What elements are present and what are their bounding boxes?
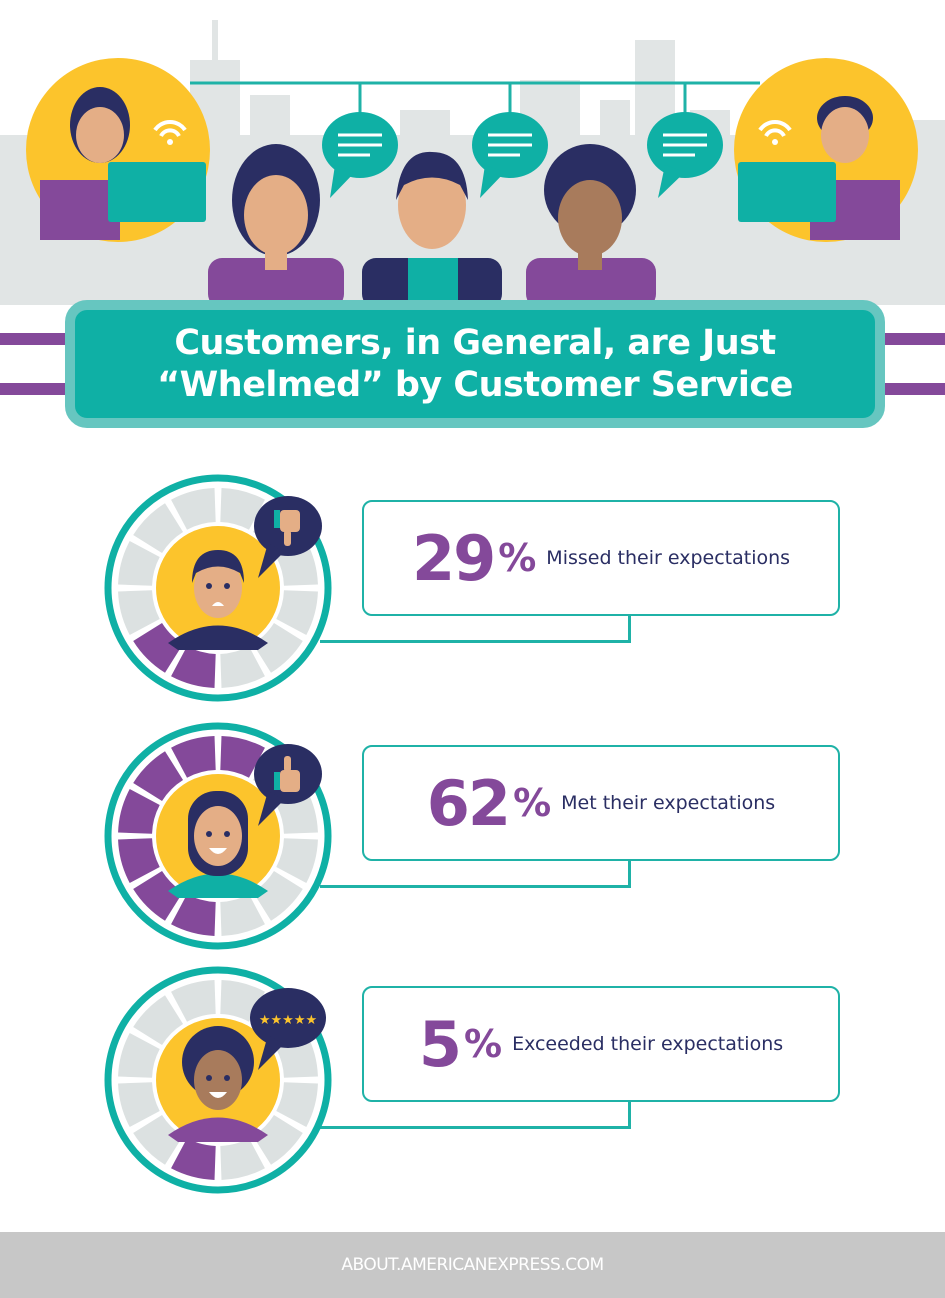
ring-segment-empty <box>220 646 265 688</box>
connector-lines <box>190 81 760 115</box>
progress-ring <box>104 474 332 702</box>
ring-segment-filled <box>133 622 184 673</box>
agent-left <box>26 58 210 242</box>
avatar-mouth <box>209 1092 227 1098</box>
connector-line <box>320 859 631 888</box>
ring-segment-empty <box>220 894 265 936</box>
stat-card: 5% Exceeded their expectations <box>362 986 840 1102</box>
ring-segment-empty <box>276 590 318 635</box>
page-title-line-1: Customers, in General, are Just <box>174 323 776 363</box>
ring-segment-empty <box>252 870 303 921</box>
connector-line <box>320 1100 631 1129</box>
ring-segment-filled <box>133 751 184 802</box>
progress-ring: ★★★★★ <box>104 966 332 1194</box>
stat-value: 62 <box>426 766 511 840</box>
ring-segment-empty <box>220 1138 265 1180</box>
ring-segment-empty <box>252 1114 303 1165</box>
avatar-face <box>194 1050 242 1110</box>
stat-value: 29 <box>411 521 496 595</box>
stat-card: 29% Missed their expectations <box>362 500 840 616</box>
avatar-eye <box>206 583 212 589</box>
ring-segment-filled <box>133 870 184 921</box>
ring-segment-filled <box>171 1138 216 1180</box>
ring-segment-empty <box>118 590 160 635</box>
five-stars-icon: ★★★★★ <box>259 1013 317 1028</box>
avatar-eye <box>224 583 230 589</box>
avatar-face <box>194 806 242 866</box>
ring-segment-empty <box>118 541 160 586</box>
stat-card: 62% Met their expectations <box>362 745 840 861</box>
thumbs-down-icon <box>274 510 300 546</box>
page-title-line-2: “Whelmed” by Customer Service <box>157 365 793 405</box>
avatar-mouth <box>212 602 224 606</box>
stat-label: Missed their expectations <box>546 547 791 569</box>
avatar-body <box>168 1117 268 1142</box>
thumbs-up-icon <box>274 756 300 792</box>
agent-right <box>734 58 918 242</box>
ring-segment-filled <box>118 789 160 834</box>
speech-bubble-tail <box>258 791 284 826</box>
ring-segment-filled <box>171 894 216 936</box>
stat-label: Met their expectations <box>561 792 776 814</box>
avatar-hair <box>192 550 244 583</box>
avatar-face <box>194 558 242 618</box>
ring-segment-filled <box>118 838 160 883</box>
stat-label: Exceeded their expectations <box>512 1033 784 1055</box>
title-banner: Customers, in General, are Just “Whelmed… <box>65 300 885 428</box>
customer-woman <box>208 144 344 308</box>
ring-segment-empty <box>118 1033 160 1078</box>
avatar-body <box>168 625 268 650</box>
footer: ABOUT.AMERICANEXPRESS.COM <box>0 1232 945 1298</box>
ring-segment-empty <box>252 622 303 673</box>
ring-segment-empty <box>171 488 216 530</box>
ring-segment-empty <box>133 1114 184 1165</box>
stat-unit: % <box>498 536 537 580</box>
ring-segment-filled <box>171 736 216 778</box>
customer-man <box>362 151 502 308</box>
ring-segment-empty <box>133 995 184 1046</box>
stat-unit: % <box>463 1022 503 1066</box>
ring-segment-empty <box>133 503 184 554</box>
speech-bubble <box>250 988 326 1048</box>
avatar-eye <box>224 1075 230 1081</box>
footer-link[interactable]: ABOUT.AMERICANEXPRESS.COM <box>341 1255 604 1275</box>
ring-segment-empty <box>118 1082 160 1127</box>
avatar-mouth <box>209 848 227 854</box>
ring-segment-empty <box>276 838 318 883</box>
ring-segment-empty <box>276 1082 318 1127</box>
speech-bubble-tail <box>258 543 284 578</box>
stat-unit: % <box>513 781 552 825</box>
avatar-eye <box>224 831 230 837</box>
ring-segment-empty <box>171 980 216 1022</box>
avatar-eye <box>206 1075 212 1081</box>
stat-value: 5 <box>418 1007 462 1081</box>
ring-segment-empty <box>220 488 265 530</box>
header-illustration <box>0 20 945 395</box>
customer-curly <box>526 144 656 308</box>
avatar-body <box>168 873 268 898</box>
avatar-eye <box>206 831 212 837</box>
speech-bubble-tail <box>258 1035 284 1070</box>
progress-ring <box>104 722 332 950</box>
ring-segment-filled <box>220 736 265 778</box>
connector-line <box>320 614 631 643</box>
ring-segment-filled <box>171 646 216 688</box>
